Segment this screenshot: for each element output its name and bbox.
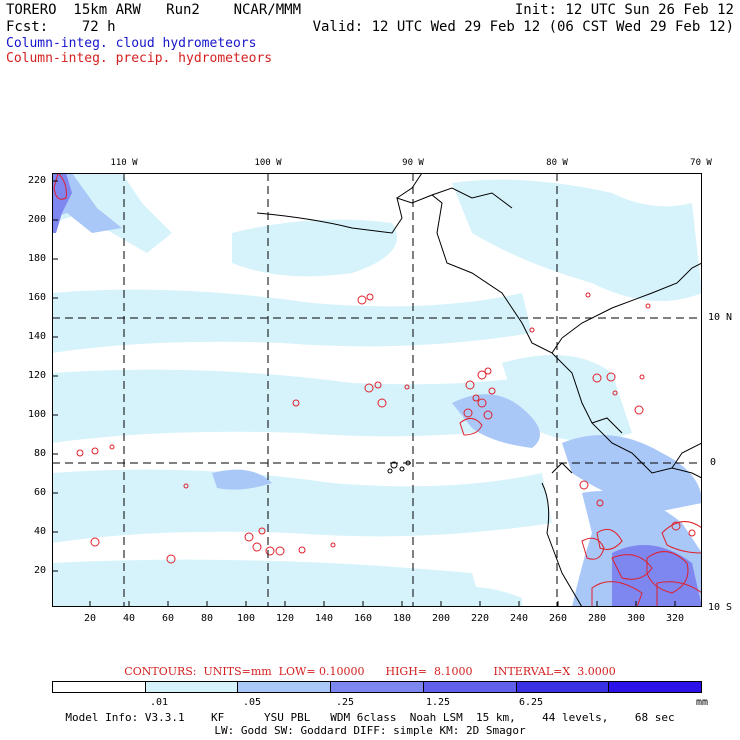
colorbar-label: 6.25 xyxy=(518,697,544,708)
colorbar-swatch xyxy=(423,682,517,692)
x-tick-label: 320 xyxy=(665,613,685,624)
contour-info: CONTOURS: UNITS=mm LOW= 0.10000 HIGH= 8.… xyxy=(124,665,616,678)
forecast-hour: Fcst: 72 h xyxy=(6,19,116,35)
y-tick-label: 40 xyxy=(33,526,46,537)
colorbar xyxy=(52,681,702,693)
y-tick-label: 140 xyxy=(27,331,46,342)
x-tick-label: 160 xyxy=(353,613,373,624)
colorbar-label: .05 xyxy=(242,697,262,708)
lat-label: 10 N xyxy=(708,312,733,323)
lon-label: 90 W xyxy=(402,158,424,168)
map-plot xyxy=(52,173,702,607)
y-tick-label: 220 xyxy=(27,175,46,186)
init-time: Init: 12 UTC Sun 26 Feb 12 xyxy=(514,2,734,18)
y-tick-label: 120 xyxy=(27,370,46,381)
cloud-shading-high xyxy=(52,173,702,607)
lon-label: 100 W xyxy=(254,158,282,168)
x-tick-label: 180 xyxy=(392,613,412,624)
x-tick-label: 140 xyxy=(314,613,334,624)
y-tick-label: 60 xyxy=(33,487,46,498)
colorbar-label: .01 xyxy=(149,697,169,708)
model-info-line1: Model Info: V3.3.1 KF YSU PBL WDM 6class… xyxy=(65,711,675,724)
y-tick-label: 180 xyxy=(27,253,46,264)
y-tick-label: 100 xyxy=(27,409,46,420)
cloud-shading-light xyxy=(52,173,702,607)
y-tick-label: 80 xyxy=(33,448,46,459)
x-tick-label: 60 xyxy=(161,613,175,624)
colorbar-swatch xyxy=(609,682,702,692)
field-cloud-label: Column-integ. cloud hydrometeors xyxy=(6,36,257,51)
x-tick-label: 100 xyxy=(236,613,256,624)
galapagos-islands xyxy=(387,460,411,474)
lon-label: 80 W xyxy=(546,158,568,168)
colorbar-units: mm xyxy=(696,697,709,708)
colorbar-swatch xyxy=(238,682,332,692)
map-frame xyxy=(52,173,702,607)
y-tick-label: 20 xyxy=(33,565,46,576)
coastlines xyxy=(256,173,702,607)
x-tick-label: 20 xyxy=(83,613,97,624)
colorbar-label: 1.25 xyxy=(425,697,451,708)
x-tick-label: 220 xyxy=(470,613,490,624)
x-tick-label: 300 xyxy=(626,613,646,624)
colorbar-label: .25 xyxy=(335,697,355,708)
x-tick-label: 240 xyxy=(509,613,529,624)
lon-label: 110 W xyxy=(110,158,138,168)
lat-lon-grid xyxy=(52,173,702,607)
x-tick-label: 200 xyxy=(431,613,451,624)
colorbar-swatch xyxy=(516,682,610,692)
x-tick-label: 120 xyxy=(275,613,295,624)
model-info-line2: LW: Godd SW: Goddard DIFF: simple KM: 2D… xyxy=(214,724,526,737)
valid-time: Valid: 12 UTC Wed 29 Feb 12 (06 CST Wed … xyxy=(312,19,734,35)
x-tick-label: 260 xyxy=(548,613,568,624)
lat-label: 10 S xyxy=(708,602,733,613)
colorbar-swatch xyxy=(331,682,424,692)
field-precip-label: Column-integ. precip. hydrometeors xyxy=(6,51,273,66)
precip-contours xyxy=(53,173,702,607)
colorbar-swatch xyxy=(145,682,239,692)
lon-label: 70 W xyxy=(690,158,712,168)
x-tick-label: 280 xyxy=(587,613,607,624)
lat-label: 0 xyxy=(710,457,717,468)
x-tick-label: 80 xyxy=(200,613,214,624)
y-tick-label: 160 xyxy=(27,292,46,303)
model-run-title: TORERO 15km ARW Run2 NCAR/MMM xyxy=(6,2,302,18)
x-tick-label: 40 xyxy=(122,613,136,624)
colorbar-swatch xyxy=(53,682,146,692)
y-tick-label: 200 xyxy=(27,214,46,225)
